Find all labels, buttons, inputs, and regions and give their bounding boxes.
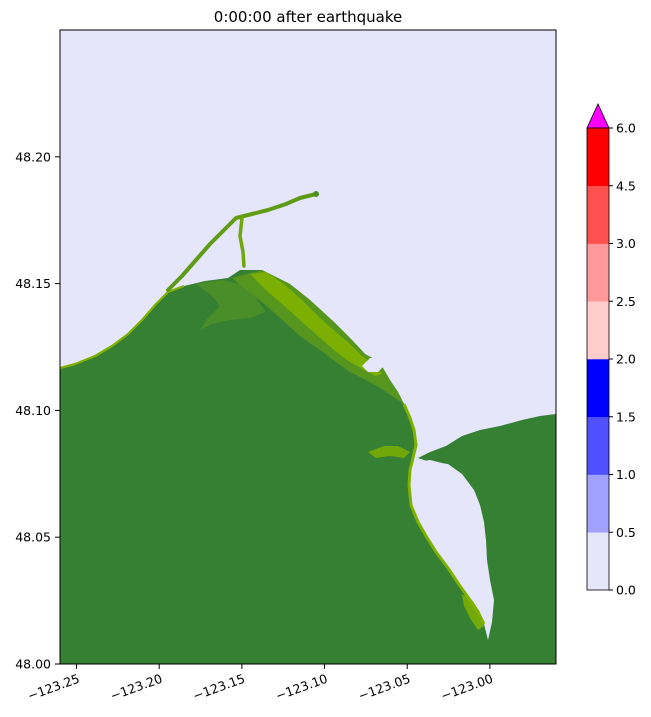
x-tick-label: −123.20 (108, 671, 164, 704)
colorbar-tick: 0.5 (609, 525, 636, 540)
x-tick-label: −123.00 (439, 671, 495, 704)
colorbar-segment (587, 301, 609, 360)
x-tick: −123.15 (191, 664, 247, 703)
y-tick: 48.20 (15, 149, 60, 164)
y-tick: 48.15 (15, 276, 60, 291)
y-tick-label: 48.05 (15, 530, 51, 545)
colorbar-tick-label: 1.0 (616, 467, 636, 482)
y-tick-label: 48.10 (15, 403, 51, 418)
coastline-fringe-east (402, 403, 486, 625)
colorbar-tick-label: 6.0 (616, 121, 636, 136)
colorbar-tick-label: 3.0 (616, 236, 636, 251)
colorbar-tick: 4.5 (609, 178, 636, 193)
sand-spit (166, 192, 318, 292)
colorbar-tick: 1.0 (609, 467, 636, 482)
colorbar-tick: 6.0 (609, 121, 636, 136)
colorbar-tick-label: 0.0 (616, 583, 636, 598)
y-tick-label: 48.20 (15, 149, 51, 164)
map-plot (60, 30, 556, 664)
land-east (418, 414, 556, 664)
colorbar-segment (587, 359, 609, 418)
colorbar-extend-arrow (586, 103, 610, 129)
colorbar-segment (587, 128, 609, 187)
colorbar-tick-label: 1.5 (616, 409, 636, 424)
y-ticks: 48.00 48.05 48.10 48.15 48.20 (15, 149, 60, 672)
colorbar-tick: 3.0 (609, 236, 636, 251)
colorbar-tick-label: 2.5 (616, 294, 636, 309)
shallow-shelf-west (196, 280, 266, 330)
colorbar-tick-label: 4.5 (616, 178, 636, 193)
colorbar-tick-label: 0.5 (616, 525, 636, 540)
x-ticks: −123.25 −123.20 −123.15 −123.10 −123.05 … (25, 664, 495, 704)
colorbar-segment (587, 416, 609, 475)
x-tick: −123.10 (273, 664, 330, 704)
shallow-shelf (232, 270, 404, 404)
x-tick-label: −123.10 (273, 671, 329, 704)
colorbar-tick: 2.5 (609, 294, 636, 309)
y-tick-label: 48.00 (15, 657, 51, 672)
bay-mouth-shoal (368, 446, 410, 458)
x-tick: −123.00 (439, 664, 495, 703)
spit-hook (238, 216, 246, 268)
x-tick: −123.20 (108, 664, 164, 703)
chart-title: 0:00:00 after earthquake (214, 8, 402, 26)
colorbar: 0.0 0.5 1.0 1.5 2.0 2.5 3.0 4.5 (586, 103, 636, 598)
y-tick: 48.10 (15, 403, 60, 418)
colorbar-segment (587, 474, 609, 533)
axes-frame (59, 29, 557, 665)
y-tick: 48.05 (15, 530, 60, 545)
x-tick-label: −123.05 (356, 671, 412, 704)
spit-tip (313, 191, 319, 197)
colorbar-tick-label: 2.0 (616, 352, 636, 367)
colorbar-tick: 0.0 (609, 583, 636, 598)
colorbar-segment (587, 185, 609, 244)
y-tick: 48.00 (15, 657, 60, 672)
x-tick: −123.05 (356, 664, 412, 703)
coastline-fringe-west (60, 284, 185, 370)
inner-bay (411, 460, 490, 604)
shoal-south (462, 594, 484, 630)
x-tick-label: −123.25 (25, 671, 81, 704)
colorbar-segment (587, 243, 609, 302)
colorbar-tick: 1.5 (609, 409, 636, 424)
x-tick-label: −123.15 (191, 671, 247, 704)
colorbar-tick: 2.0 (609, 352, 636, 367)
shallow-shelf-band (250, 272, 382, 376)
y-tick-label: 48.15 (15, 276, 51, 291)
lagoon (362, 358, 384, 372)
colorbar-segment (587, 532, 609, 591)
